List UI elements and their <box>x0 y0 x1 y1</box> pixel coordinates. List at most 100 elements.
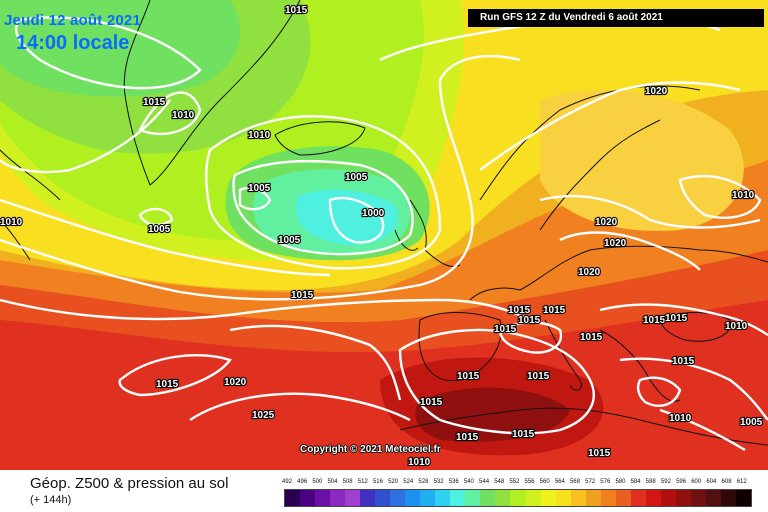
legend-tick: 508 <box>342 479 353 485</box>
legend-swatch <box>615 490 631 506</box>
legend-swatch <box>315 490 331 506</box>
legend-swatch <box>570 490 586 506</box>
legend-tick: 504 <box>327 479 338 485</box>
legend-swatch <box>405 490 421 506</box>
isobar-label: 1015 <box>508 305 531 316</box>
legend-swatch <box>360 490 376 506</box>
isobar-label: 1015 <box>588 448 611 459</box>
isobar-label: 1005 <box>248 183 271 194</box>
isobar-labels: 1015 1015 1010 1010 1005 1005 1005 1000 … <box>0 4 764 469</box>
isobar-label: 1020 <box>595 217 618 228</box>
legend-swatch <box>450 490 466 506</box>
color-scale <box>284 489 752 507</box>
legend-swatch <box>585 490 601 506</box>
legend-swatch <box>600 490 616 506</box>
isobar-label: 1005 <box>278 235 301 246</box>
legend-swatch <box>330 490 346 506</box>
product-title: Géop. Z500 & pression au sol <box>30 475 229 492</box>
legend-swatch <box>555 490 571 506</box>
legend-tick: 568 <box>569 479 580 485</box>
weather-map: 1015 1015 1010 1010 1005 1005 1005 1000 … <box>0 0 768 470</box>
copyright: Copyright © 2021 Meteociel.fr <box>300 444 441 455</box>
legend-swatch <box>720 490 736 506</box>
legend-tick: 556 <box>524 479 535 485</box>
isobar-label: 1005 <box>740 417 763 428</box>
isobar-label: 1015 <box>672 356 695 367</box>
legend-swatch <box>495 490 511 506</box>
legend-tick: 592 <box>660 479 671 485</box>
legend-tick: 588 <box>645 479 656 485</box>
isobar-label: 1000 <box>362 208 385 219</box>
isobar-label: 1010 <box>172 110 195 121</box>
isobar-label: 1005 <box>148 224 171 235</box>
legend-tick: 496 <box>297 479 308 485</box>
legend-tick: 524 <box>403 479 414 485</box>
legend-tick: 572 <box>585 479 596 485</box>
legend-swatch <box>480 490 496 506</box>
legend-tick: 612 <box>736 479 747 485</box>
isobar-label: 1010 <box>732 190 755 201</box>
isobar-label: 1010 <box>0 217 23 228</box>
legend-swatch <box>630 490 646 506</box>
legend-tick: 532 <box>433 479 444 485</box>
legend-swatch <box>345 490 361 506</box>
isobar-label: 1015 <box>512 429 535 440</box>
geopotential-field: 1015 1015 1010 1010 1005 1005 1005 1000 … <box>0 0 768 470</box>
legend-tick: 596 <box>676 479 687 485</box>
isobar-label: 1020 <box>578 267 601 278</box>
isobar-label: 1015 <box>543 305 566 316</box>
legend-swatch <box>540 490 556 506</box>
legend-swatch <box>735 490 751 506</box>
legend-swatch <box>465 490 481 506</box>
legend-tick: 560 <box>539 479 550 485</box>
legend-swatch <box>375 490 391 506</box>
isobar-label: 1005 <box>345 172 368 183</box>
legend-swatch <box>645 490 661 506</box>
legend-tick: 520 <box>388 479 399 485</box>
isobar-label: 1015 <box>291 290 314 301</box>
legend-tick: 500 <box>312 479 323 485</box>
legend-ticks: 492 496 500 504 508 512 516 520 524 528 532 536 540 5… <box>282 479 752 489</box>
legend-tick: 516 <box>372 479 383 485</box>
isobar-label: 1020 <box>224 377 247 388</box>
product-subtitle: (+ 144h) <box>30 494 72 506</box>
isobar-label: 1015 <box>494 324 517 335</box>
legend-swatch <box>660 490 676 506</box>
legend-swatch <box>390 490 406 506</box>
legend-panel: Géop. Z500 & pression au sol (+ 144h) 49… <box>0 470 768 512</box>
legend-tick: 544 <box>479 479 490 485</box>
legend-tick: 580 <box>615 479 626 485</box>
legend-tick: 608 <box>721 479 732 485</box>
legend-tick: 564 <box>554 479 565 485</box>
isobar-label: 1010 <box>669 413 692 424</box>
isobar-label: 1015 <box>527 371 550 382</box>
isobar-label: 1015 <box>156 379 179 390</box>
isobar-label: 1015 <box>420 397 443 408</box>
isobar-label: 1020 <box>604 238 627 249</box>
legend-tick: 600 <box>691 479 702 485</box>
legend-tick: 584 <box>630 479 641 485</box>
isobar-label: 1025 <box>252 410 275 421</box>
legend-tick: 536 <box>448 479 459 485</box>
isobar-label: 1015 <box>457 371 480 382</box>
isobar-label: 1015 <box>285 5 308 16</box>
isobar-label: 1020 <box>645 86 668 97</box>
legend-swatch <box>285 490 301 506</box>
legend-swatch <box>690 490 706 506</box>
legend-swatch <box>435 490 451 506</box>
isobar-label: 1015 <box>580 332 603 343</box>
forecast-date: Jeudi 12 août 2021 <box>4 12 141 29</box>
legend-tick: 604 <box>706 479 717 485</box>
run-label: Run GFS 12 Z du Vendredi 6 août 2021 <box>468 9 764 27</box>
isobar-label: 1010 <box>248 130 271 141</box>
isobars <box>0 13 768 452</box>
isobar-label: 1015 <box>643 315 666 326</box>
isobar-label: 1010 <box>725 321 748 332</box>
isobar-label: 1015 <box>456 432 479 443</box>
isobar-label: 1015 <box>518 315 541 326</box>
legend-tick: 528 <box>418 479 429 485</box>
legend-swatch <box>510 490 526 506</box>
isobar-label: 1015 <box>143 97 166 108</box>
isobar-label: 1015 <box>665 313 688 324</box>
legend-swatch <box>300 490 316 506</box>
